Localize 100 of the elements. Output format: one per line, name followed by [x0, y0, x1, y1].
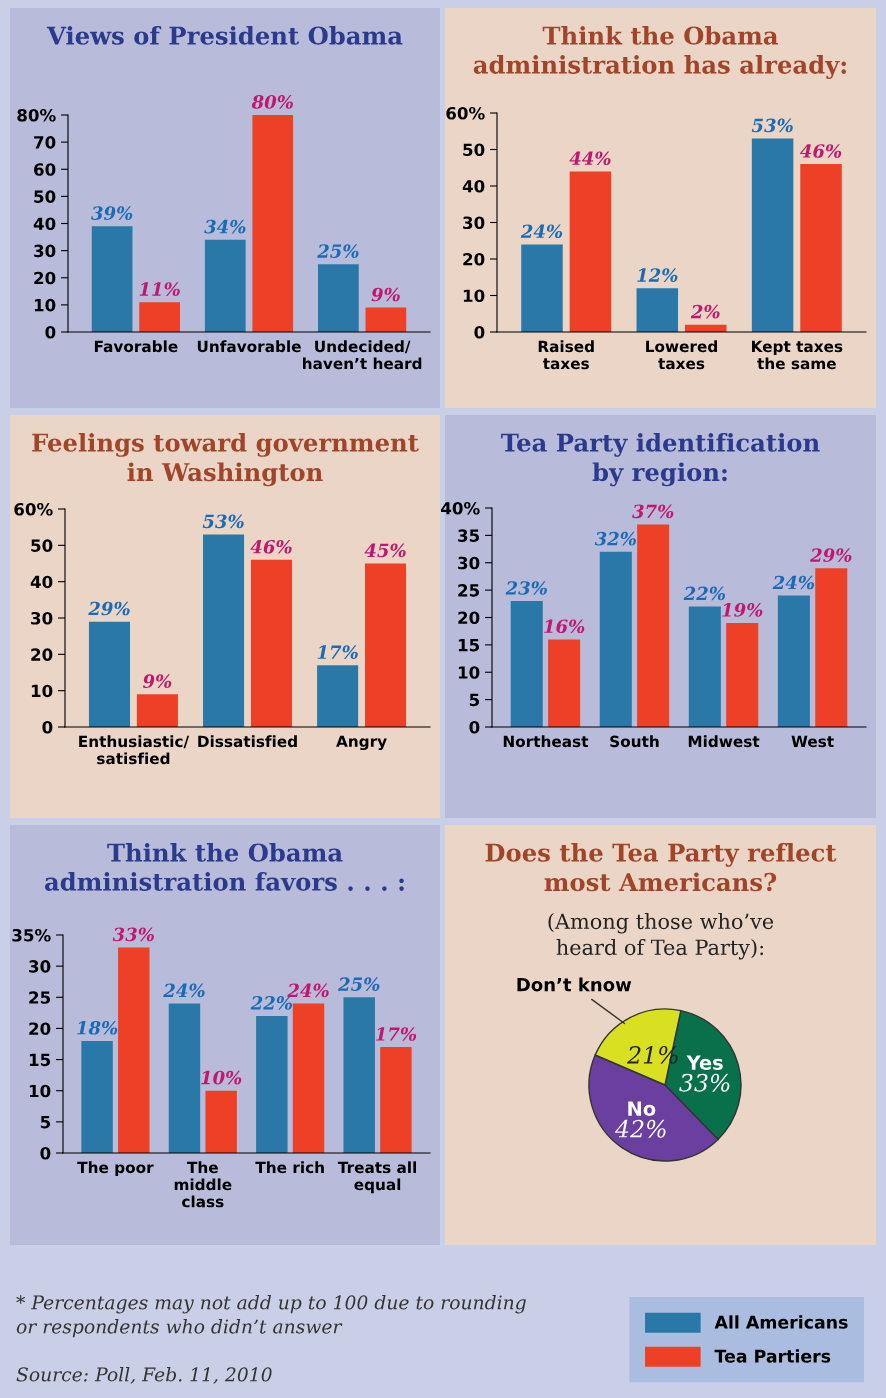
data-label: 9%: [142, 674, 172, 689]
x-tick-label: Dissatisfied: [198, 735, 297, 748]
legend-label: All Americans: [714, 1315, 848, 1329]
bar: [380, 1047, 412, 1153]
y-tick-label: 20: [458, 611, 480, 625]
y-tick-label: 35%: [12, 928, 51, 942]
x-tick-label: Undecided/ haven’t heard: [303, 340, 422, 370]
slice-label: Yes: [686, 1055, 723, 1070]
y-tick-label: 60%: [446, 106, 485, 120]
y-tick-label: 30: [31, 611, 53, 625]
y-tick-label: 20: [31, 648, 53, 661]
data-label: 23%: [505, 581, 547, 595]
y-tick-label: 40: [30, 575, 53, 589]
y-tick-label: 50: [31, 539, 53, 552]
data-label: 24%: [163, 983, 205, 998]
bar: [510, 601, 543, 727]
bar: [726, 622, 759, 727]
bar: [252, 115, 294, 332]
data-label: 10%: [201, 1070, 242, 1085]
chart-title: Think the Obama administration favors . . . :: [44, 843, 404, 891]
bar: [521, 244, 563, 332]
x-tick-label: Favorable: [94, 340, 178, 353]
data-label: 53%: [751, 118, 793, 133]
bar: [815, 568, 848, 727]
data-label: 17%: [317, 645, 358, 659]
data-label: 80%: [251, 95, 293, 109]
x-tick-label: Northeast: [503, 735, 589, 748]
bar: [569, 171, 612, 332]
bar: [88, 621, 131, 727]
bar: [205, 1090, 237, 1153]
data-label: 39%: [91, 206, 133, 220]
bar: [136, 694, 178, 727]
bar: [292, 1003, 325, 1153]
y-tick-label: 20: [34, 271, 56, 285]
data-label: 25%: [317, 244, 359, 258]
y-tick-label: 60: [34, 163, 56, 176]
x-tick-label: Midwest: [688, 735, 760, 748]
bar: [118, 947, 150, 1153]
data-label: 12%: [637, 268, 678, 282]
data-label: 34%: [204, 219, 246, 234]
bar: [204, 239, 246, 332]
x-tick-label: Treats all equal: [337, 1161, 417, 1194]
slice-label: No: [628, 1101, 656, 1116]
data-label: 45%: [364, 543, 406, 558]
data-label: 32%: [594, 531, 636, 546]
y-tick-label: 10: [34, 298, 56, 312]
y-tick-label: 80%: [17, 108, 56, 122]
bar: [250, 559, 292, 727]
y-tick-label: 0: [40, 1146, 51, 1160]
data-label: 18%: [77, 1020, 118, 1035]
chart-title: Views of President Obama: [46, 26, 403, 45]
bar: [256, 1015, 288, 1153]
legend-label: Tea Partiers: [714, 1349, 831, 1363]
bar: [777, 595, 810, 727]
bar: [91, 226, 133, 332]
chart-subtitle: (Among those who’ve heard of Tea Party):: [548, 913, 774, 960]
data-label: 9%: [371, 287, 400, 302]
data-label: 17%: [375, 1027, 417, 1041]
data-label: 16%: [544, 619, 585, 634]
data-label: 33%: [679, 1073, 730, 1092]
data-label: 53%: [202, 514, 244, 529]
x-tick-label: South: [610, 735, 659, 748]
y-tick-label: 15: [458, 639, 480, 652]
data-label: 44%: [569, 151, 611, 166]
bar: [636, 288, 679, 332]
y-tick-label: 40: [462, 179, 485, 193]
x-tick-label: The poor: [77, 1161, 154, 1177]
y-tick-label: 15: [29, 1053, 51, 1067]
data-label: 24%: [520, 224, 563, 239]
x-tick-label: Kept taxes the same: [752, 340, 843, 370]
source-note: Source: Poll, Feb. 11, 2010: [16, 1367, 272, 1384]
chart-title: Feelings toward government in Washington: [32, 433, 419, 487]
bar: [139, 302, 180, 332]
y-tick-label: 35: [458, 529, 480, 542]
chart-title: Think the Obama administration has already:: [473, 26, 847, 79]
bar: [365, 307, 407, 332]
bar: [688, 606, 721, 727]
bar: [548, 639, 581, 727]
y-tick-label: 0: [45, 325, 56, 339]
y-tick-label: 30: [34, 244, 56, 258]
y-tick-label: 40: [33, 217, 56, 231]
x-tick-label: The middle class: [174, 1161, 232, 1208]
data-label: 24%: [287, 983, 329, 998]
y-tick-label: 50: [34, 190, 56, 203]
data-label: 46%: [800, 144, 842, 158]
chart-title: Does the Tea Party reflect most Americans?: [485, 843, 837, 892]
data-label: 37%: [632, 504, 674, 519]
chart-title: Tea Party identification by region:: [501, 433, 820, 487]
bar: [81, 1040, 113, 1153]
bar: [637, 524, 670, 727]
y-tick-label: 50: [463, 143, 485, 157]
data-label: 11%: [139, 282, 180, 296]
y-tick-label: 0: [42, 720, 53, 734]
x-tick-label: Lowered taxes: [646, 340, 717, 370]
text: * Percentages may not add up to 100 due to rounding or respondents who didn’t answer: [16, 1295, 526, 1338]
y-tick-label: 20: [463, 252, 485, 266]
data-label: 24%: [772, 575, 815, 590]
y-tick-label: 25: [458, 584, 480, 597]
data-label: 22%: [683, 586, 726, 601]
bar: [317, 665, 359, 727]
